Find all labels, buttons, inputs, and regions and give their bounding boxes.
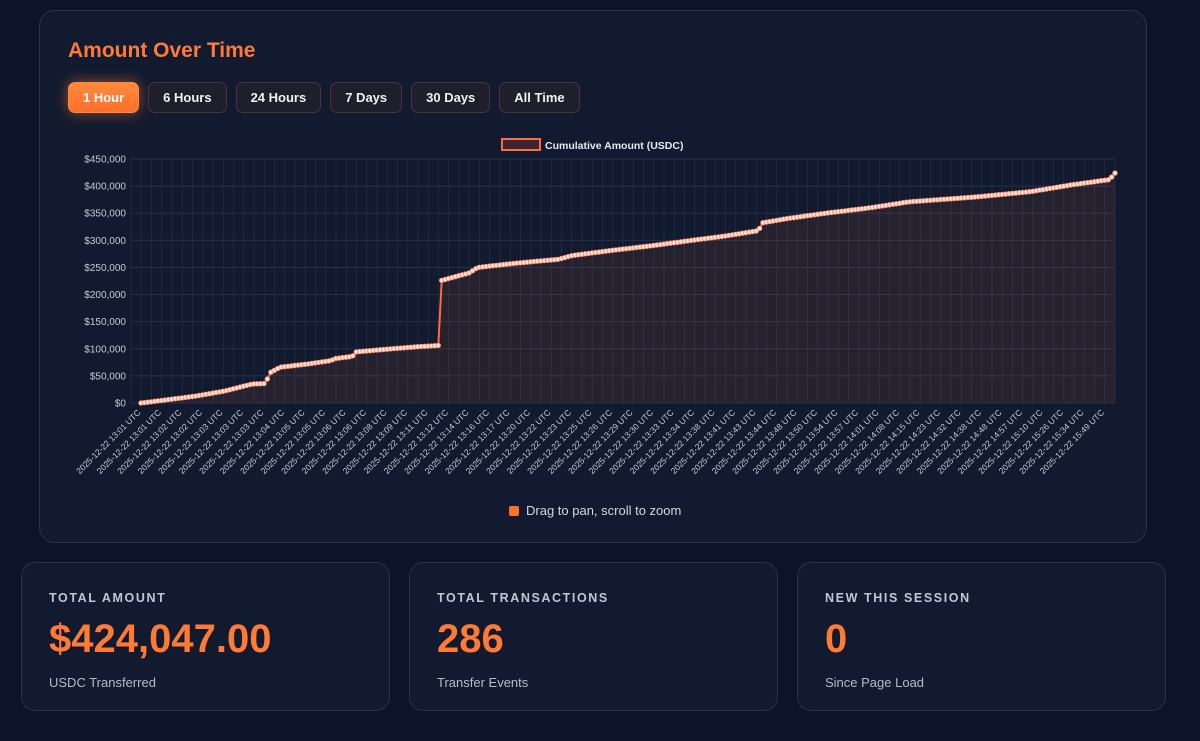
series-area [141, 173, 1115, 403]
range-all-time-button[interactable]: All Time [499, 82, 580, 113]
chart-hint-text: Drag to pan, scroll to zoom [526, 503, 682, 518]
stat-label: NEW THIS SESSION [825, 591, 971, 605]
stat-subtitle: Transfer Events [437, 675, 529, 690]
legend-swatch [501, 138, 541, 151]
range-24-hours-button[interactable]: 24 Hours [235, 82, 322, 113]
data-point [435, 342, 441, 349]
y-tick-label: $300,000 [84, 236, 126, 247]
y-tick-label: $50,000 [90, 371, 127, 382]
y-tick-label: $400,000 [84, 182, 126, 193]
chart-hint: Drag to pan, scroll to zoom [509, 503, 681, 518]
data-point [756, 225, 763, 232]
y-tick-label: $150,000 [84, 317, 126, 328]
data-point [264, 376, 271, 382]
stat-card-new-this-session: NEW THIS SESSION 0 Since Page Load [797, 562, 1166, 711]
legend-label: Cumulative Amount (USDC) [545, 140, 683, 152]
hint-icon [509, 505, 519, 516]
chart-panel: Amount Over Time 1 Hour 6 Hours 24 Hours… [39, 10, 1147, 543]
stat-subtitle: Since Page Load [825, 675, 925, 690]
stat-value: 286 [437, 617, 504, 661]
y-axis: $450,000 $400,000 $350,000 $300,000 $250,000… [84, 155, 126, 410]
y-tick-label: $100,000 [84, 344, 126, 355]
time-range-selector: 1 Hour 6 Hours 24 Hours 7 Days 30 Days A… [68, 82, 580, 113]
range-7-days-button[interactable]: 7 Days [330, 82, 403, 113]
stat-subtitle: USDC Transferred [49, 675, 156, 690]
stat-value: $424,047.00 [49, 617, 272, 661]
y-tick-label: $0 [115, 399, 127, 410]
data-point [1105, 177, 1111, 183]
data-point [261, 380, 267, 387]
stat-card-total-amount: TOTAL AMOUNT $424,047.00 USDC Transferre… [21, 562, 390, 711]
y-tick-label: $250,000 [84, 263, 126, 274]
stat-card-total-transactions: TOTAL TRANSACTIONS 286 Transfer Events [409, 562, 778, 711]
series-cumulative-amount [138, 170, 1118, 406]
line-chart[interactable]: $450,000 $400,000 $350,000 $300,000 $250,000… [40, 11, 1148, 544]
data-point [1112, 170, 1118, 176]
chart-legend[interactable]: Cumulative Amount (USDC) [501, 138, 683, 152]
stat-value: 0 [825, 617, 848, 661]
range-1-hour-button[interactable]: 1 Hour [68, 82, 140, 113]
chart-grid [130, 158, 1116, 404]
data-point [350, 353, 356, 359]
range-6-hours-button[interactable]: 6 Hours [148, 82, 227, 113]
range-30-days-button[interactable]: 30 Days [411, 82, 491, 113]
y-tick-label: $450,000 [84, 155, 126, 166]
chart-title: Amount Over Time [68, 39, 256, 62]
y-tick-label: $350,000 [84, 209, 126, 220]
stat-label: TOTAL TRANSACTIONS [437, 591, 609, 605]
data-point [1108, 174, 1115, 180]
y-tick-label: $200,000 [84, 290, 126, 301]
stat-label: TOTAL AMOUNT [49, 591, 167, 605]
